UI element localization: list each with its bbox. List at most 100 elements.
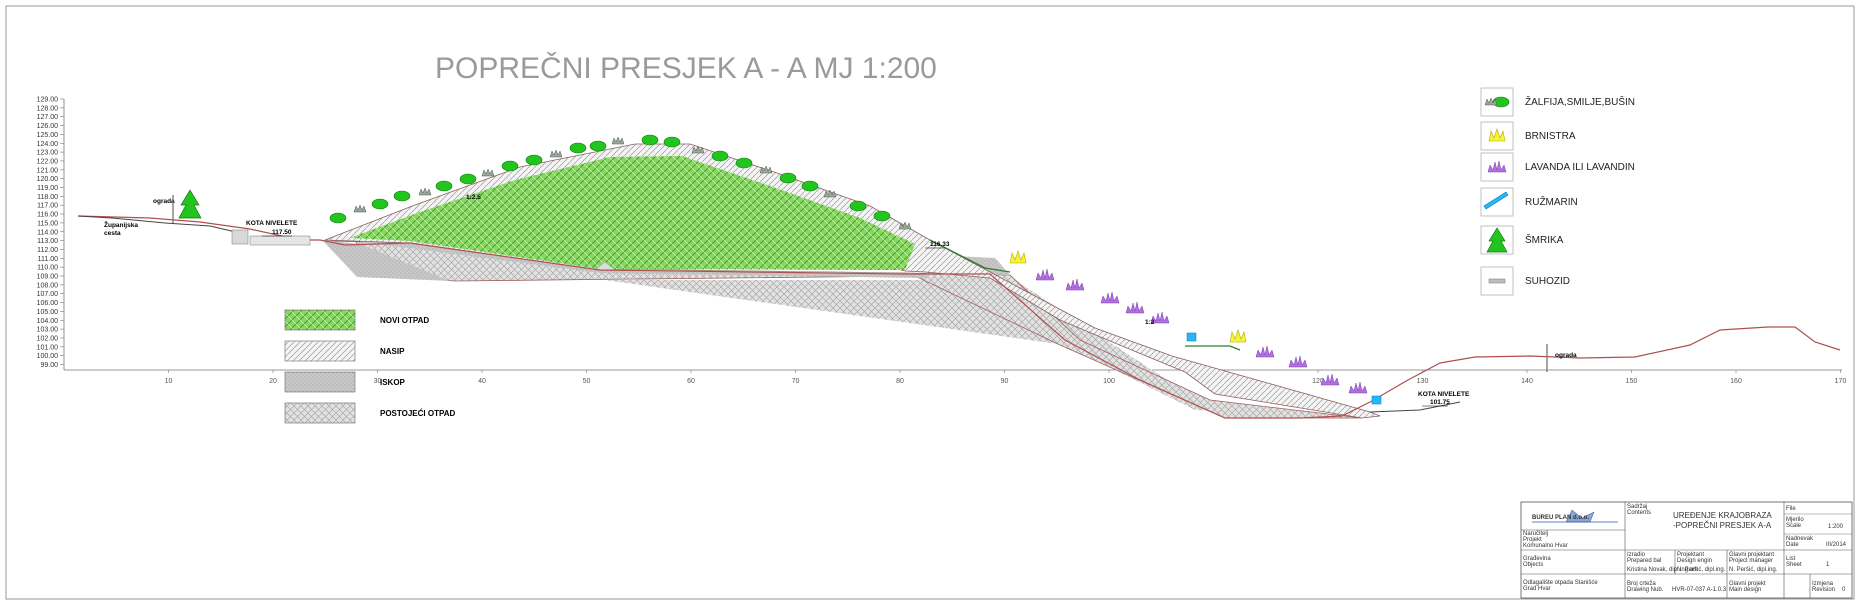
manager-label: Glavni projektant	[1729, 552, 1774, 558]
y-tick-label: 127.00	[37, 114, 59, 121]
company-name: BUREU PLAN d.o.o.	[1532, 515, 1589, 521]
distance-axis: 1020304050607080901001101201301401501601…	[64, 369, 1847, 385]
y-tick-label: 119.00	[37, 185, 58, 192]
sheet-border	[5, 5, 1855, 600]
y-tick-label: 120.00	[37, 176, 59, 183]
planting-symbol	[735, 157, 753, 169]
planting-symbol	[481, 168, 495, 177]
broom-symbol	[1229, 329, 1247, 343]
contents-line2: -POPREČNI PRESJEK A-A	[1673, 521, 1772, 530]
y-tick-label: 108.00	[37, 282, 59, 289]
y-tick-label: 115.00	[37, 220, 58, 227]
planting-symbol	[849, 200, 867, 212]
rosemary-icon	[1480, 187, 1514, 217]
sheet-label: List	[1786, 556, 1796, 562]
planting-symbol	[779, 172, 797, 184]
y-tick-label: 122.00	[37, 158, 59, 165]
y-tick-label: 107.00	[37, 291, 59, 298]
fence-label-right: ograda	[1555, 352, 1577, 359]
planting-symbol	[393, 190, 411, 202]
rosemary-symbol	[1186, 332, 1197, 342]
broom-shrub-icon	[1480, 121, 1514, 151]
level-value-left: 117.50	[272, 229, 292, 236]
legend-swatch-nasip	[284, 340, 356, 362]
prepared-value: Kristina Novak, dipl.ing.arh.	[1627, 567, 1700, 573]
road-right	[1369, 401, 1461, 413]
fence-label-left: ograda	[153, 198, 175, 205]
x-tick-label: 60	[687, 378, 695, 385]
planting-symbol	[353, 204, 367, 213]
legend-swatch-iskop	[284, 371, 356, 393]
drawing-label: Broj crteža	[1627, 581, 1656, 587]
building-label-en: Objects	[1523, 562, 1543, 568]
legend-label-postojeci: POSTOJEĆI OTPAD	[380, 409, 455, 418]
x-tick-label: 130	[1417, 378, 1429, 385]
material-legend: NOVI OTPAD NASIP ISKOP POSTOJEĆI OTPAD	[284, 309, 455, 424]
planting-symbol	[691, 145, 705, 154]
revision-label: Izmjena	[1812, 581, 1834, 587]
lavender-symbol	[1100, 291, 1120, 304]
x-tick-label: 40	[478, 378, 486, 385]
legend-label-nasip: NASIP	[380, 347, 405, 356]
y-tick-label: 117.00	[37, 203, 58, 210]
planting-symbol	[371, 198, 389, 210]
main-design-label: Glavni projekt	[1729, 581, 1766, 587]
sheet-value: 1	[1826, 562, 1830, 568]
planting-symbol	[549, 149, 563, 158]
project-value: Komunalno Hvar	[1523, 543, 1568, 549]
planting-symbol	[611, 136, 625, 145]
x-tick-label: 30	[374, 378, 382, 385]
location-value: Grad Hvar	[1523, 586, 1551, 592]
designer-label-en: Design engin	[1677, 558, 1712, 564]
legend-swatch-novi	[284, 309, 356, 331]
x-tick-label: 160	[1730, 378, 1742, 385]
terrain-line	[77, 215, 1841, 419]
level-value-right: 101.75	[1430, 399, 1450, 406]
x-tick-label: 170	[1835, 378, 1847, 385]
level-label-left: KOTA NIVELETE	[246, 220, 298, 227]
prepared-label-en: Prepared bal	[1627, 558, 1661, 564]
y-tick-label: 114.00	[37, 229, 58, 236]
manager-label-en: Project manager	[1729, 558, 1773, 564]
level-value-mid: 116.33	[930, 241, 950, 248]
plant-legend-label: BRNISTRA	[1525, 131, 1576, 142]
x-tick-label: 90	[1001, 378, 1009, 385]
investor-label: Naručitelj	[1523, 531, 1548, 537]
contents-line1: UREĐENJE KRAJOBRAZA	[1673, 511, 1772, 520]
planting-symbol	[525, 154, 543, 166]
planting-symbol	[711, 150, 729, 162]
y-tick-label: 104.00	[37, 318, 59, 325]
company-logo: BUREU PLAN d.o.o.	[1532, 509, 1618, 523]
date-value: III/2014	[1826, 542, 1847, 548]
title-block: BUREU PLAN d.o.o. Naručitelj Projekt Kom…	[1520, 501, 1853, 599]
plant-legend-label: LAVANDA ILI LAVANDIN	[1525, 162, 1635, 173]
y-tick-label: 125.00	[37, 132, 59, 139]
y-tick-label: 128.00	[37, 105, 59, 112]
y-tick-label: 123.00	[37, 150, 59, 157]
y-tick-label: 112.00	[37, 247, 58, 254]
y-tick-label: 105.00	[37, 309, 59, 316]
revision-value: 0	[1842, 587, 1846, 593]
sage-shrub-icon	[1480, 87, 1514, 117]
road-left	[77, 215, 241, 234]
y-tick-label: 129.00	[37, 97, 59, 104]
lavender-symbol	[1320, 373, 1340, 386]
plant-legend-label: RUŽMARIN	[1525, 195, 1578, 208]
lavender-symbol	[1065, 278, 1085, 291]
y-tick-label: 121.00	[37, 167, 59, 174]
slope-ratio-lower: 1:2	[1145, 319, 1155, 326]
scale-label-en: Scale	[1786, 523, 1802, 529]
broom-symbol	[1009, 250, 1027, 264]
planting-symbol	[823, 189, 837, 198]
annotations: Županijska cesta ograda KOTA NIVELETE 11…	[104, 194, 1577, 407]
plant-legend-label: SUHOZID	[1525, 276, 1570, 287]
road-label-line1: Županijska	[104, 220, 138, 229]
drawing-title: POPREČNI PRESJEK A - A MJ 1:200	[435, 51, 937, 85]
lavender-symbol	[1255, 345, 1275, 358]
planting-symbol	[329, 212, 347, 224]
x-tick-label: 140	[1521, 378, 1533, 385]
y-tick-label: 109.00	[37, 274, 59, 281]
road-embankment-left	[231, 229, 249, 245]
planting-symbol	[663, 136, 681, 148]
plant-legend-label: ŠMRIKA	[1525, 233, 1564, 246]
